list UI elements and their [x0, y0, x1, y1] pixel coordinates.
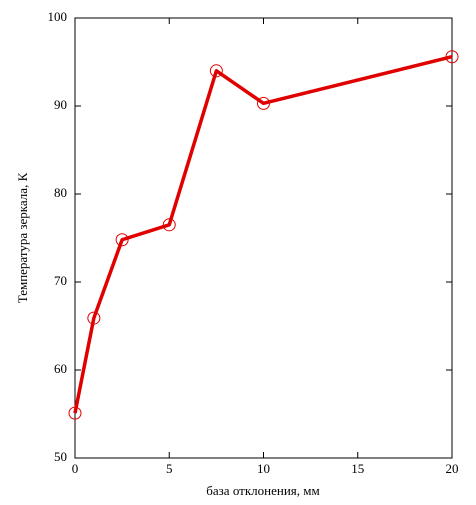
data-point — [68, 406, 82, 420]
data-point — [115, 233, 129, 247]
x-tick-label: 0 — [72, 461, 79, 476]
y-tick-label: 80 — [54, 185, 67, 200]
data-point — [209, 64, 223, 78]
x-tick-label: 20 — [446, 461, 459, 476]
x-axis-label: база отклонения, мм — [206, 483, 319, 498]
y-tick-label: 60 — [54, 361, 67, 376]
data-line — [73, 55, 453, 414]
data-point — [257, 96, 270, 110]
data-point — [162, 218, 176, 232]
x-tick-label: 5 — [166, 461, 173, 476]
x-tick-label: 15 — [351, 461, 364, 476]
x-tick-label: 10 — [257, 461, 270, 476]
y-tick-label: 90 — [54, 97, 67, 112]
y-tick-label: 100 — [48, 9, 68, 24]
y-tick-label: 70 — [54, 273, 67, 288]
y-tick-label: 50 — [54, 449, 67, 464]
y-axis-label: Температура зеркала, К — [15, 172, 30, 303]
data-point — [87, 311, 101, 325]
data-point — [445, 50, 459, 64]
